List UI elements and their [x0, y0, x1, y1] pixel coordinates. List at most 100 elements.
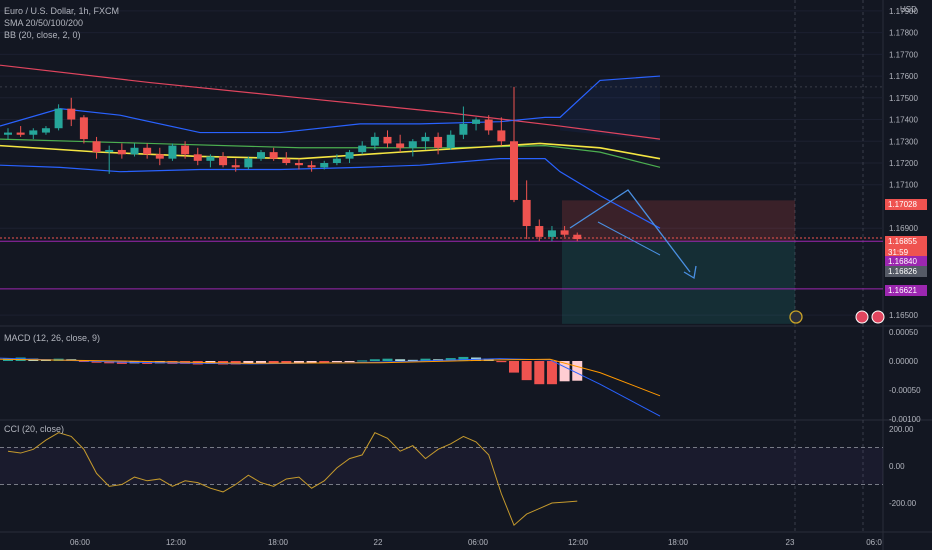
projection-line — [597, 221, 661, 256]
macd-histogram-bar — [331, 361, 342, 363]
candle-body — [29, 130, 38, 135]
macd-histogram-bar — [306, 361, 317, 363]
candle-body — [269, 152, 278, 159]
time-tick-label: 18:00 — [268, 538, 289, 547]
target-zone — [562, 241, 795, 324]
price-tick-label: 1.17700 — [889, 50, 918, 59]
candle-body — [67, 108, 76, 120]
us-event-icon — [855, 310, 869, 324]
sma-200-line — [0, 64, 661, 140]
time-tick-label: 23 — [786, 538, 795, 547]
sma-legend[interactable]: SMA 20/50/100/200 — [4, 18, 84, 28]
cci-legend[interactable]: CCI (20, close) — [4, 424, 65, 434]
cci-tick-label: 200.00 — [889, 425, 914, 434]
target-tag: 1.16621 — [885, 285, 927, 296]
countdown-tag: 31:59 — [885, 247, 927, 258]
entry-tag: 1.16840 — [885, 256, 927, 267]
candle-body — [497, 130, 506, 142]
candle-body — [16, 132, 25, 135]
candle-body — [294, 163, 303, 166]
candle-body — [408, 141, 417, 148]
candle-body — [522, 199, 531, 227]
macd-histogram-bar — [534, 361, 545, 385]
candles — [4, 86, 582, 242]
price-tick-label: 1.17400 — [889, 116, 918, 125]
macd-histogram-bar — [268, 361, 279, 364]
macd-histogram-bar — [546, 361, 557, 385]
macd-histogram-bar — [344, 361, 355, 362]
macd-histogram-bar — [369, 359, 380, 361]
time-tick-label: 06:00 — [70, 538, 91, 547]
candle-body — [105, 149, 114, 153]
time-tick-label: 12:00 — [568, 538, 589, 547]
level-tag: 1.16826 — [885, 266, 927, 277]
projection-path — [569, 189, 691, 273]
bb-legend[interactable]: BB (20, close, 2, 0) — [4, 30, 81, 40]
candle-body — [41, 128, 50, 133]
candle-body — [573, 234, 582, 240]
candle-body — [370, 136, 379, 146]
cci-line — [7, 432, 578, 527]
candle-body — [396, 143, 405, 148]
macd-histogram-bar — [243, 361, 254, 364]
candle-body — [231, 165, 240, 168]
bb-fill — [560, 76, 660, 142]
macd-legend[interactable]: MACD (12, 26, close, 9) — [4, 333, 101, 343]
symbol-legend[interactable]: Euro / U.S. Dollar, 1h, FXCM — [4, 6, 120, 16]
price-tick-label: 1.17300 — [889, 137, 918, 146]
macd-histogram-bar — [509, 361, 519, 373]
candle-body — [472, 119, 481, 124]
macd-histogram-bar — [319, 361, 330, 363]
candle-body — [560, 230, 569, 235]
candle-body — [79, 117, 88, 140]
candle-body — [421, 136, 430, 142]
macd-tick-label: -0.00100 — [889, 415, 921, 424]
candle-body — [168, 145, 177, 159]
projection-arrowhead — [683, 265, 697, 280]
price-tick-label: 1.17500 — [889, 94, 918, 103]
time-tick-label: 06:0 — [866, 538, 882, 547]
macd-histogram-bar — [293, 361, 304, 364]
macd-histogram-bar — [559, 361, 570, 382]
stop-loss-tag: 1.17028 — [885, 199, 927, 210]
price-tick-label: 1.17200 — [889, 159, 918, 168]
macd-histogram-bar — [281, 361, 292, 364]
candle-body — [535, 226, 544, 237]
candle-body — [332, 158, 341, 163]
price-tick-label: 1.17800 — [889, 29, 918, 38]
macd-histogram-bar — [420, 358, 431, 361]
candle-body — [320, 163, 329, 168]
macd-histogram-bar — [496, 361, 507, 363]
macd-line — [0, 357, 661, 417]
cci-tick-label: -200.00 — [889, 499, 917, 508]
macd-histogram-bar — [256, 361, 266, 364]
candle-body — [547, 230, 556, 237]
candle-body — [383, 136, 392, 144]
candle-body — [92, 141, 101, 153]
bb-upper-line — [0, 75, 661, 134]
macd-histogram-bar — [382, 358, 393, 361]
candle-body — [219, 156, 228, 166]
economic-event-icon — [789, 310, 803, 324]
macd-histogram-bar — [445, 358, 456, 361]
price-tick-label: 1.17100 — [889, 181, 918, 190]
macd-histogram-bar — [91, 361, 102, 363]
candle-body — [345, 152, 354, 159]
time-tick-label: 18:00 — [668, 538, 689, 547]
price-tick-label: 1.17600 — [889, 72, 918, 81]
macd-histogram-bar — [357, 360, 368, 362]
macd-histogram-bar — [521, 361, 532, 381]
candle-body — [4, 132, 12, 135]
cci-band — [0, 447, 883, 485]
candle-body — [155, 154, 164, 159]
cci-tick-label: 0.00 — [889, 462, 905, 471]
candle-body — [459, 123, 468, 135]
candle-body — [206, 156, 215, 161]
macd-signal-line — [0, 358, 661, 397]
candle-body — [484, 119, 493, 131]
candle-body — [193, 154, 202, 161]
candle-body — [446, 134, 455, 148]
macd-tick-label: 0.00000 — [889, 357, 918, 366]
macd-tick-label: -0.00050 — [889, 386, 921, 395]
